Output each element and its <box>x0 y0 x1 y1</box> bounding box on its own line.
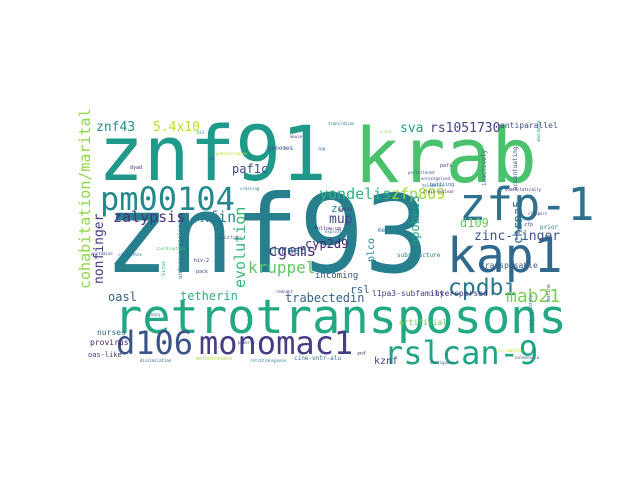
word-virus: virus <box>161 261 167 276</box>
word-rslcan-9: rslcan-9 <box>384 334 538 372</box>
word-binary: binary <box>146 312 161 317</box>
word-zalypsis: zalypsis <box>113 208 185 226</box>
word-paf1c: paf1c <box>232 162 268 176</box>
word-plco: plco <box>366 238 377 262</box>
word-zfp-1: zfp-1 <box>459 178 594 231</box>
word-cohabitation-marital: cohabitation/marital <box>76 108 94 289</box>
word-chrna3: chrna3 <box>267 244 307 257</box>
word-cpg: cpg <box>318 146 326 151</box>
word-pafi: pafi <box>440 163 452 169</box>
word-provirus: provirus <box>90 338 129 347</box>
word-oasl: oasl <box>108 290 137 304</box>
word-protamine: protamine <box>91 251 113 256</box>
word-s-hrs: s-hrs <box>380 129 393 134</box>
word-pm00104: pm00104 <box>100 180 235 218</box>
word-mup: mup <box>329 212 353 227</box>
word-zoo: zoo <box>331 202 351 215</box>
word-mab21: mab21 <box>506 286 560 307</box>
word-retrotransposons: retrotransposons <box>114 290 567 345</box>
word-salmonella: salmonella <box>515 355 540 360</box>
word-genomes: genomes <box>268 145 294 152</box>
word-krab: krab <box>354 111 537 200</box>
word-apobec3: apobec3 <box>408 195 422 246</box>
word-exploit: exploit <box>325 229 342 234</box>
word-cgems: cgems <box>268 241 316 260</box>
word-dissimilation: dissimilation <box>140 358 172 363</box>
word-chrna5: chrna5 <box>511 201 525 244</box>
word-cross-nuclear: cross-nuclear <box>423 189 455 194</box>
word-hk1: hk1 <box>197 130 205 135</box>
word-battling: battling <box>430 182 454 188</box>
word-interspersed: interspersed <box>430 289 488 298</box>
word-cpdbi: cpdbi <box>448 275 517 301</box>
word-zfp809: zfp809 <box>391 185 445 203</box>
word-contiguous: contiguous <box>430 360 455 365</box>
word-circumflex: circumflex <box>498 348 523 353</box>
word-trabectedin: trabectedin <box>285 291 364 305</box>
word-d106: d106 <box>116 324 193 362</box>
word-disulfides: disulfides <box>218 235 243 240</box>
word-tetherin: tetherin <box>180 289 238 303</box>
word-znf93: znf93 <box>104 173 429 298</box>
word-znf: znf <box>357 351 366 357</box>
word-nonfinger: nonfinger <box>92 213 107 284</box>
word-remnant: remnant <box>276 289 293 294</box>
word-cigarettes: cigarettes <box>118 252 143 257</box>
word-coordination: coordination <box>156 246 185 251</box>
word-abundance: abundance <box>536 120 541 142</box>
word-zinc-finger: zinc-finger <box>474 229 560 244</box>
word-dyad: dyad <box>130 165 142 171</box>
word-methotrexate: methotrexate <box>196 356 232 362</box>
word-accentuating: accentuating <box>512 146 519 190</box>
word-sva: sva <box>400 121 423 136</box>
word-substructure: substructure <box>397 252 441 259</box>
word-cyp2d9: cyp2d9 <box>305 237 348 251</box>
word-inappropriately: inappropriately <box>528 294 533 331</box>
word-l1pa3-subfamily: l1pa3-subfamily <box>372 289 444 298</box>
word-d109: d109 <box>460 216 489 230</box>
word-crossing: crossing <box>240 186 260 191</box>
word-merit: merit <box>378 227 396 234</box>
word-partitioned: partitioned <box>408 170 435 175</box>
word-yondelis: yondelis <box>319 185 391 203</box>
word-kb: kb <box>210 156 215 161</box>
word-puberty: puberty <box>238 340 255 345</box>
word-5-4x10: 5.4x10 <box>153 120 200 135</box>
word-monomac1: monomac1 <box>199 324 353 362</box>
word-antiparallel: antiparallel <box>500 121 558 130</box>
word-homeostatically: homeostatically <box>505 187 542 192</box>
word-kruppel: kruppel <box>248 258 315 277</box>
word-evolution: evolution <box>231 207 249 288</box>
word-inactively: inactively <box>481 149 488 186</box>
word-nurses: nurses <box>97 328 126 337</box>
word-hiv-2: hiv-2 <box>194 258 209 264</box>
word-oas-like: oas-like <box>88 351 122 359</box>
word-rsl: rsl <box>350 283 370 296</box>
word-underexpressing: underexpressing <box>177 224 184 279</box>
word-zfp: zfp <box>524 222 533 228</box>
word-prior: prior <box>540 224 558 231</box>
word-kap1: kap1 <box>447 228 563 284</box>
word-rs1051730: rs1051730 <box>430 121 500 136</box>
word-retrotransposon: retrotransposon <box>250 358 287 363</box>
word-unrecognised: unrecognised <box>421 176 450 181</box>
word-mouse: mouse <box>290 134 303 139</box>
word-telomeres: telomeres <box>422 183 444 188</box>
word-translation: translation <box>328 121 355 126</box>
word-transposable: transposable <box>480 261 538 270</box>
word-artificial: artificial <box>399 318 447 327</box>
word-xfin: xfin <box>200 208 236 226</box>
word-marine: marine <box>546 284 552 302</box>
word-geminiviruses: geminiviruses <box>216 151 248 156</box>
word-nmfull: nmfull <box>338 207 353 212</box>
word-follow-up: follow-up <box>314 226 341 232</box>
word-kznf: kznf <box>374 356 398 367</box>
word-pack: pack <box>196 269 208 275</box>
word-znf91: znf91 <box>98 109 327 198</box>
word-incoming: incoming <box>315 271 358 281</box>
word-clippers: clippers <box>528 211 548 216</box>
word-znf43: znf43 <box>96 120 135 135</box>
word-cine-vntr-alu: cine-vntr-alu <box>294 355 341 362</box>
